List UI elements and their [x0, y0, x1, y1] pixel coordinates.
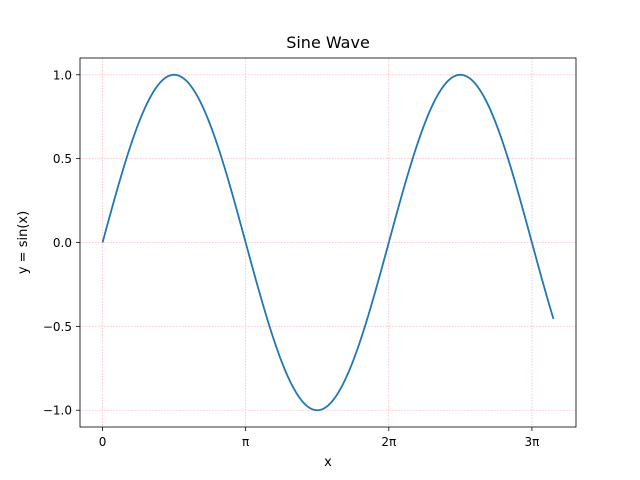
x-tick-label: π — [242, 435, 249, 449]
y-tick-label: −1.0 — [43, 404, 72, 418]
sine-series-line — [101, 73, 555, 412]
x-axis-label: x — [324, 455, 332, 470]
x-tick-label: 0 — [99, 435, 107, 449]
x-tick-label: 2π — [381, 435, 396, 449]
chart-title: Sine Wave — [286, 33, 370, 52]
y-axis-label: y = sin(x) — [16, 211, 31, 274]
y-tick-label: 0.0 — [53, 236, 72, 250]
grid-layer — [80, 58, 576, 427]
tick-layer: 0 π 2π 3π −1.0 −0.5 0.0 0.5 1.0 — [43, 68, 539, 449]
y-tick-label: 1.0 — [53, 68, 72, 82]
y-tick-label: −0.5 — [43, 320, 72, 334]
series-layer — [101, 73, 555, 412]
y-tick-label: 0.5 — [53, 152, 72, 166]
axes-frame — [79, 57, 577, 428]
x-tick-label: 3π — [524, 435, 539, 449]
